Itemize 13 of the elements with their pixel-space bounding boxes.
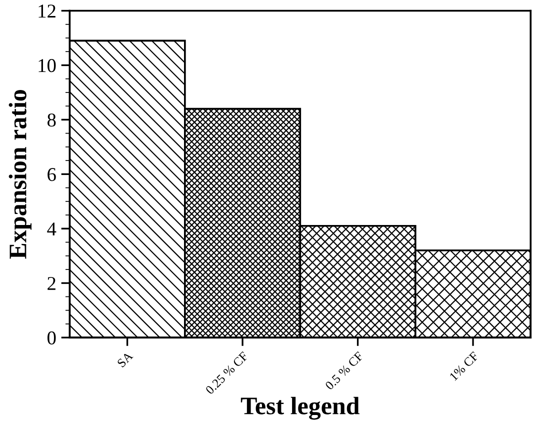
- y-tick-label: 8: [48, 114, 56, 127]
- y-tick-label: 12: [38, 4, 56, 18]
- x-tick-label: SA: [116, 351, 134, 368]
- x-tick-label: 0.5 % CF: [324, 351, 364, 390]
- x-axis-title: Test legend: [240, 396, 360, 420]
- x-tick-label: 1% CF: [449, 351, 479, 382]
- y-tick-label: 0: [48, 331, 56, 344]
- y-axis-title: Expansion ratio: [8, 90, 32, 259]
- y-tick-label: 4: [47, 222, 56, 236]
- y-tick-label: 6: [48, 168, 56, 182]
- y-tick-label: 10: [38, 59, 56, 72]
- y-tick-label: 2: [48, 276, 56, 290]
- x-tick-label: 0.25 % CF: [205, 351, 248, 395]
